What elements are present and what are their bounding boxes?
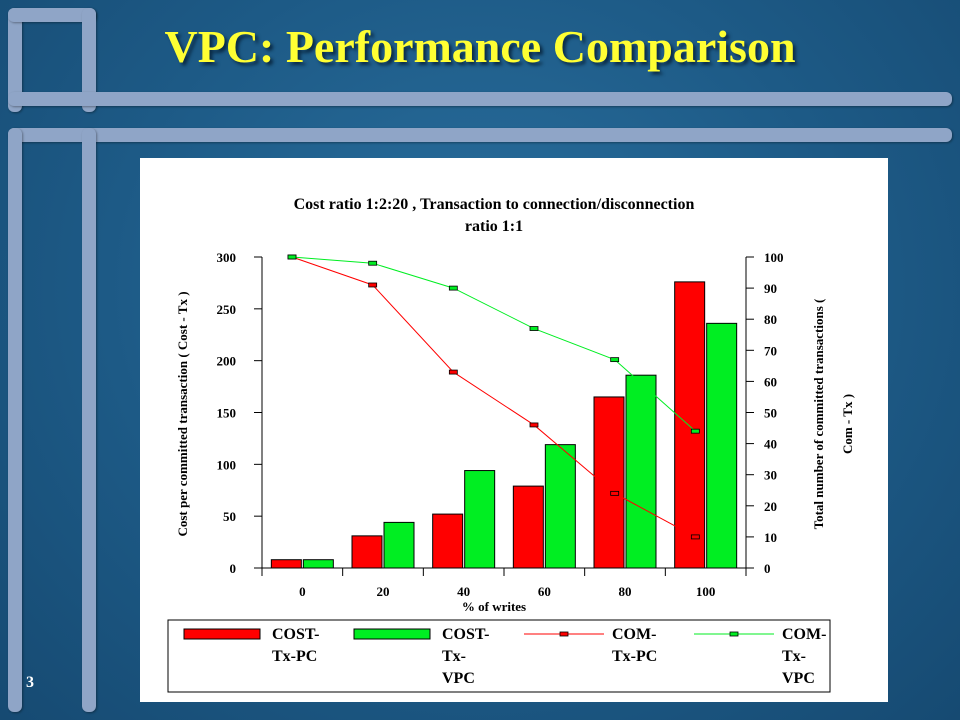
slide-title: VPC: Performance Comparison: [164, 21, 796, 72]
chart-title-line2: ratio 1:1: [465, 218, 523, 235]
bar-cost-tx-pc: [512, 485, 544, 569]
legend-swatch-marker: [559, 631, 569, 637]
y-axis-right-label-line2: Com - Tx ): [840, 394, 855, 454]
frame-bar-left-outer: [8, 8, 22, 112]
chart-title: Cost ratio 1:2:20 , Transaction to conne…: [294, 196, 695, 213]
y-left-tick-label: 300: [217, 250, 237, 265]
y-axis-left-label: Cost per committed transaction ( Cost - …: [175, 291, 190, 536]
bar-cost-tx-pc: [351, 535, 383, 569]
legend-swatch-bar: [353, 628, 431, 640]
slide-number: 3: [26, 674, 34, 691]
y-left-tick-label: 0: [230, 561, 237, 576]
frame-bar-left-inner-lower: [82, 128, 96, 712]
y-left-tick-label: 200: [217, 354, 237, 369]
point-com-tx-pc: [448, 369, 458, 375]
legend-swatch-bar: [183, 628, 261, 640]
y-left-tick-label: 50: [223, 509, 236, 524]
x-tick-label: 60: [538, 584, 551, 599]
chart: Cost ratio 1:2:20 , Transaction to conne…: [167, 196, 855, 693]
x-tick-label: 40: [457, 584, 470, 599]
y-right-tick-label: 30: [764, 468, 777, 483]
legend-swatch-marker: [729, 631, 739, 637]
legend-label: COM-: [782, 626, 826, 643]
y-right-tick-label: 0: [764, 561, 771, 576]
legend-label: COM-: [612, 626, 656, 643]
point-com-tx-vpc: [529, 326, 539, 331]
y-left-tick-label: 250: [217, 302, 237, 317]
bar-cost-tx-vpc: [302, 559, 334, 569]
y-right-tick-label: 100: [764, 250, 784, 265]
line-com-tx-pc: [291, 256, 696, 538]
point-com-tx-vpc: [690, 428, 700, 434]
y-right-tick-label: 70: [764, 343, 777, 358]
legend-label: COST-: [442, 626, 489, 643]
x-tick-label: 100: [696, 584, 716, 599]
chart-legend: COST- Tx-PC COST- Tx- VPC COM- Tx-PC COM- Tx- VPC: [167, 619, 831, 693]
legend-label: VPC: [442, 670, 475, 687]
y-right-tick-label: 20: [764, 499, 777, 514]
point-com-tx-pc: [690, 534, 700, 540]
point-com-tx-pc: [368, 282, 378, 288]
bar-cost-tx-pc: [674, 281, 706, 569]
bar-cost-tx-vpc: [625, 374, 657, 569]
y-right-tick-label: 10: [764, 530, 777, 545]
chart-bars: [270, 281, 738, 569]
bar-cost-tx-pc: [593, 396, 625, 569]
legend-label: Tx-: [782, 648, 806, 665]
legend-box: [167, 619, 831, 693]
legend-label: Tx-: [442, 648, 466, 665]
line-com-tx-vpc: [291, 256, 696, 432]
bar-cost-tx-pc: [432, 513, 464, 569]
point-com-tx-vpc: [610, 357, 620, 363]
legend-label: Tx-PC: [612, 648, 657, 665]
y-left-tick-label: 100: [217, 457, 237, 472]
y-right-tick-label: 90: [764, 281, 777, 296]
x-tick-label: 0: [299, 584, 306, 599]
x-axis-label: % of writes: [462, 599, 526, 614]
bar-cost-tx-vpc: [544, 444, 576, 569]
frame-bar-top-short: [8, 8, 96, 22]
chart-axes: 0501001502002503000102030405060708090100…: [217, 250, 784, 599]
frame-bar-horizontal-2: [8, 128, 952, 142]
bar-cost-tx-vpc: [464, 470, 496, 569]
y-right-tick-label: 60: [764, 374, 777, 389]
y-right-tick-label: 80: [764, 312, 777, 327]
frame-bar-left-lower: [8, 128, 22, 712]
legend-label: VPC: [782, 670, 815, 687]
frame-bar-horizontal-1: [8, 92, 952, 106]
bar-cost-tx-pc: [270, 559, 302, 569]
y-left-tick-label: 150: [217, 406, 237, 421]
point-com-tx-vpc: [448, 285, 458, 291]
y-right-tick-label: 40: [764, 437, 777, 452]
chart-lines: [287, 254, 700, 540]
point-com-tx-vpc: [287, 254, 297, 260]
y-axis-right-label: Total number of committed transactions (: [811, 299, 826, 530]
legend-label: Tx-PC: [272, 648, 317, 665]
chart-panel: Cost ratio 1:2:20 , Transaction to conne…: [140, 158, 888, 702]
x-tick-label: 20: [377, 584, 390, 599]
point-com-tx-vpc: [368, 260, 378, 266]
legend-label: COST-: [272, 626, 319, 643]
y-right-tick-label: 50: [764, 406, 777, 421]
point-com-tx-pc: [529, 422, 539, 428]
x-tick-label: 80: [619, 584, 632, 599]
point-com-tx-pc: [610, 490, 620, 496]
frame-bar-left-inner-top: [82, 8, 96, 112]
bar-cost-tx-vpc: [706, 322, 738, 569]
bar-cost-tx-vpc: [383, 521, 415, 569]
